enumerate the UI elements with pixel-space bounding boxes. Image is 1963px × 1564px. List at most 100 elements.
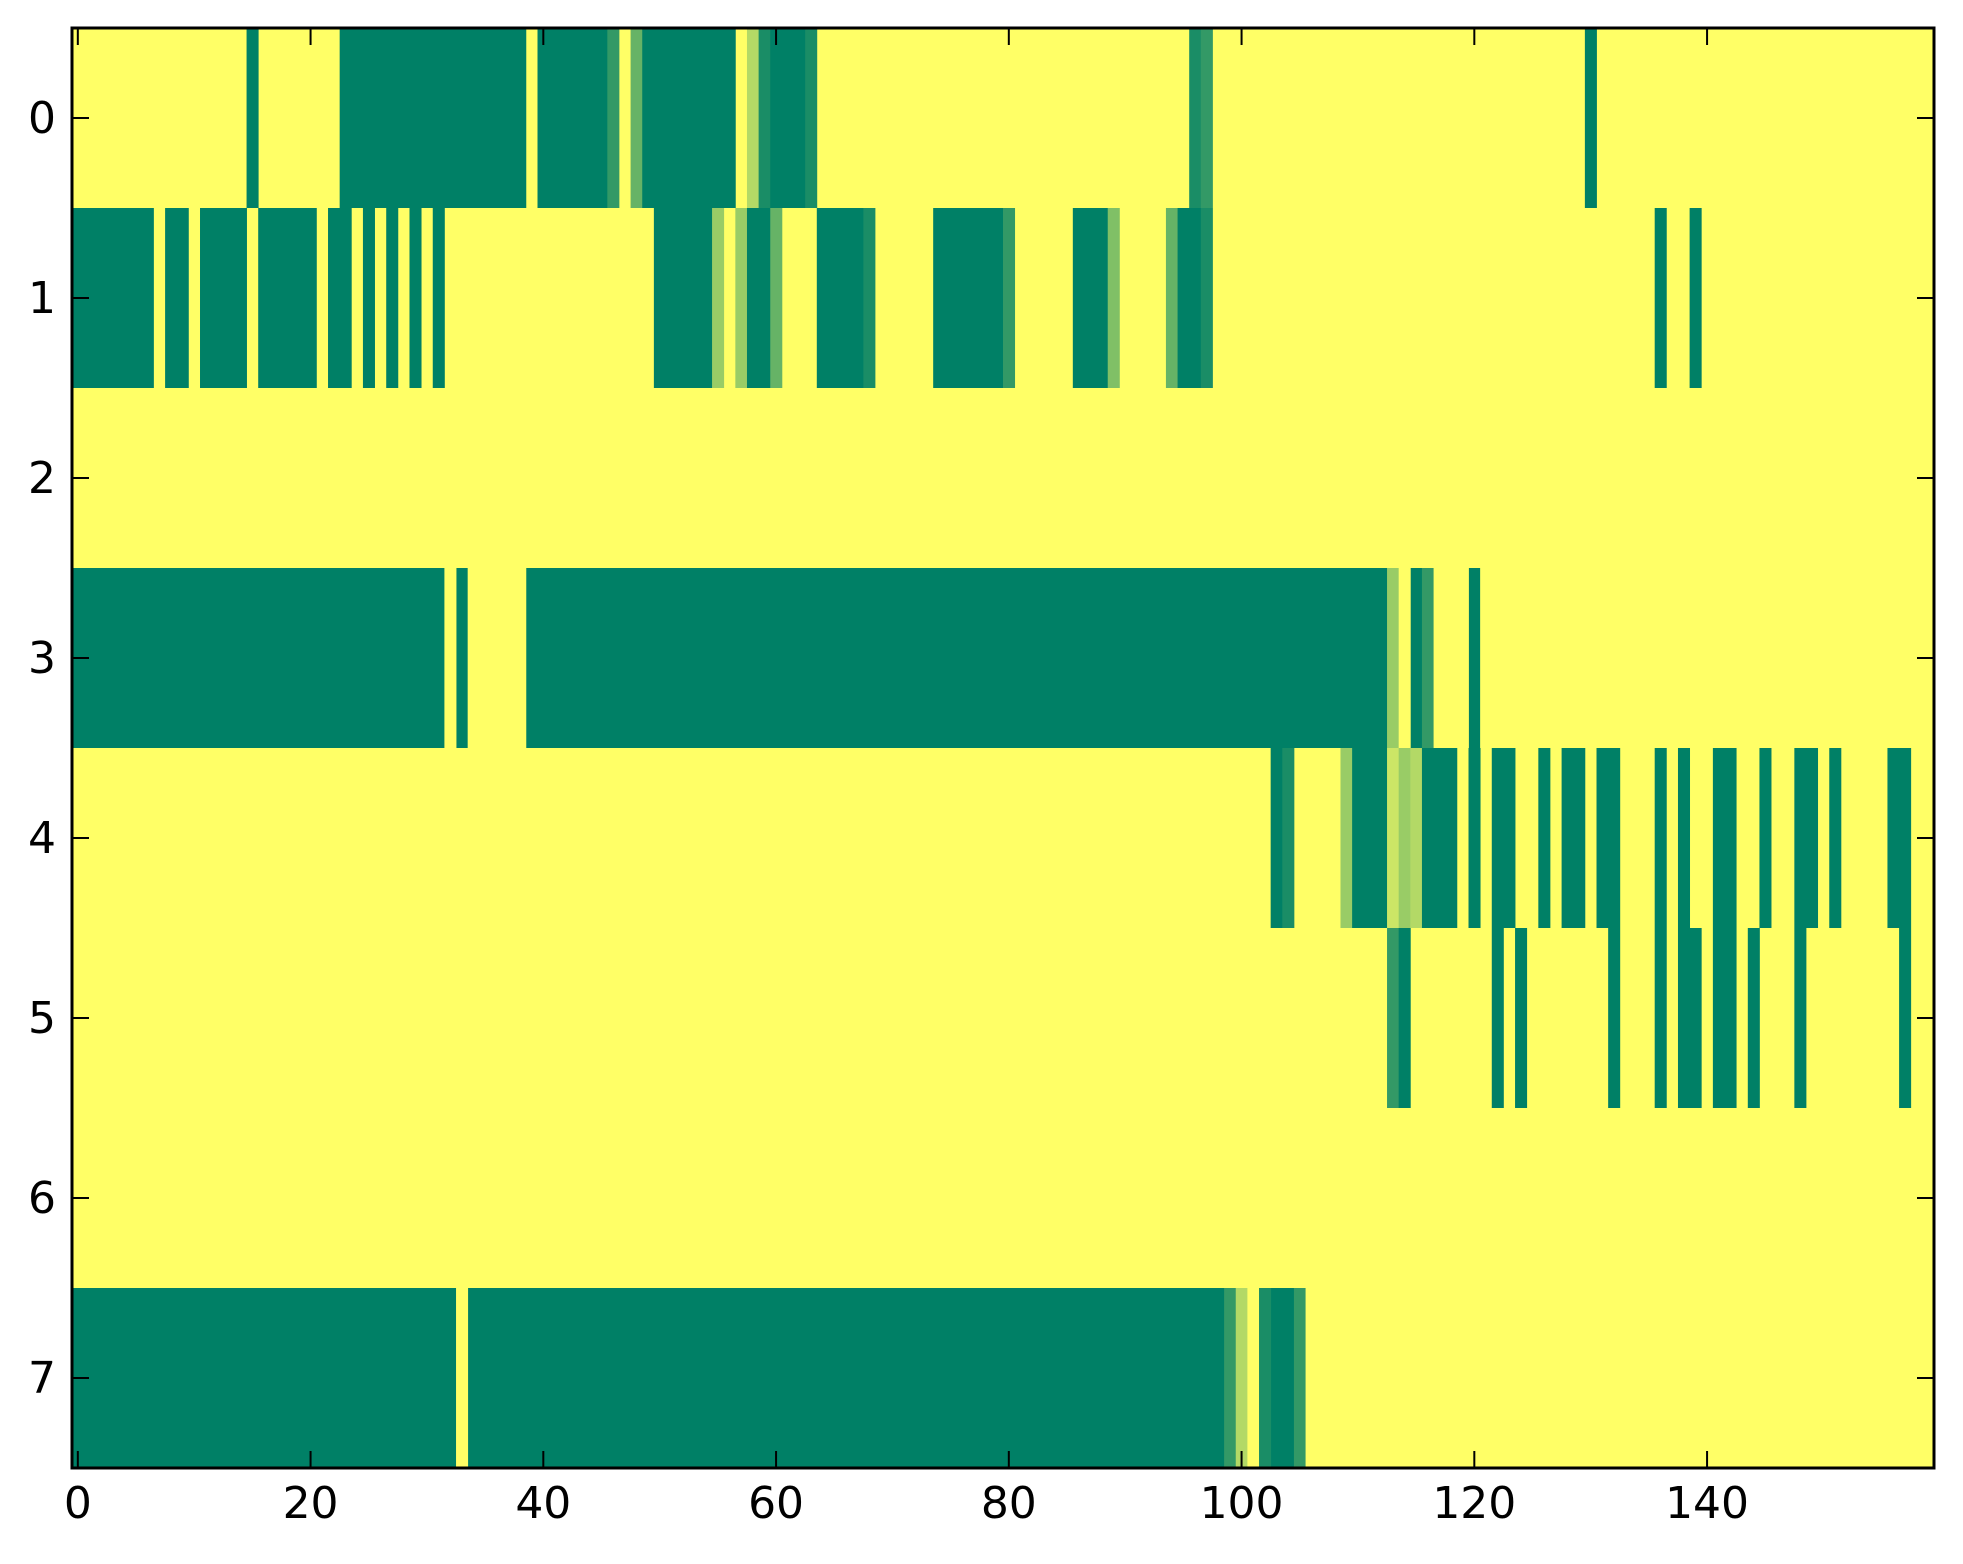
heatmap-cell [1491,928,1504,1108]
heatmap-cell [1433,568,1469,748]
heatmap-cell [1398,568,1411,748]
heatmap-cell [1107,208,1120,388]
heatmap-row-6 [72,1108,1934,1288]
heatmap-cell [1352,748,1388,928]
heatmap-cell [165,208,189,388]
heatmap-cell [1887,748,1912,928]
x-tick-label: 100 [1200,1478,1284,1529]
y-tick-label: 6 [28,1173,56,1224]
heatmap-cell [1689,208,1702,388]
heatmap-cell [1584,28,1597,208]
heatmap-cell [712,208,725,388]
heatmap-cell [653,208,713,388]
heatmap-cell [1305,1288,1935,1468]
y-tick-label: 5 [28,993,56,1044]
heatmap-cell [467,568,527,748]
heatmap-cell [1398,748,1411,928]
x-tick-label: 20 [283,1478,339,1529]
heatmap-cell [1387,748,1400,928]
heatmap-cell [746,208,771,388]
heatmap-cell [1003,208,1016,388]
heatmap-cell [746,28,760,208]
heatmap-cell [1794,748,1819,928]
heatmap-cell [1561,748,1586,928]
heatmap-cell [409,208,422,388]
heatmap-cell [1677,928,1702,1108]
heatmap-row-2 [72,388,1934,568]
heatmap-cell [1654,208,1667,388]
heatmap-cell [1177,208,1202,388]
heatmap-cell [362,208,375,388]
heatmap-cell [1398,928,1411,1108]
heatmap-cell [1747,928,1760,1108]
heatmap-cell [1480,568,1935,748]
heatmap-cell [1200,208,1213,388]
heatmap-cell [1259,1288,1272,1468]
heatmap-cell [1829,748,1842,928]
heatmap-cell [1421,568,1434,748]
heatmap-cell [1387,568,1400,748]
heatmap-cell [432,208,445,388]
heatmap-cell [607,28,620,208]
heatmap-cell [735,208,748,388]
heatmap-cell [1200,28,1213,208]
heatmap-cell [1282,748,1295,928]
heatmap-cell [1247,1288,1260,1468]
heatmap-cell [1072,208,1109,388]
x-axis-tick-labels: 0 20 40 60 80 100 120 140 [64,1478,1749,1529]
heatmap-cell [933,208,1004,388]
heatmap-cell [642,28,736,208]
heatmap-cell [1608,928,1621,1108]
heatmap-cell [1293,1288,1306,1468]
heatmap-cell [1421,748,1458,928]
heatmap-cell [328,208,352,388]
heatmap-cell [1794,928,1807,1108]
y-tick-label: 3 [28,633,56,684]
heatmap-cell [1712,748,1737,928]
heatmap-cell [816,208,864,388]
heatmap-cell [444,568,457,748]
heatmap-cell [1515,928,1528,1108]
heatmap-cell [770,208,783,388]
x-tick-label: 80 [981,1478,1037,1529]
heatmap-cell [863,208,876,388]
heatmap-cell [537,28,608,208]
y-tick-label: 1 [28,273,56,324]
heatmap-cell [1654,748,1667,928]
heatmap-cells [72,28,1935,1468]
heatmap-cell [1538,748,1551,928]
x-tick-label: 120 [1432,1478,1516,1529]
heatmap-cell [770,28,806,208]
heatmap-cell [1235,1288,1248,1468]
y-tick-label: 2 [28,453,56,504]
heatmap-cell [1387,928,1400,1108]
heatmap-cell [1712,928,1737,1108]
heatmap-cell [200,208,247,388]
heatmap-cell [1189,28,1202,208]
x-tick-label: 40 [515,1478,571,1529]
heatmap-cell [630,28,643,208]
heatmap-cell [246,28,259,208]
y-tick-label: 4 [28,813,56,864]
y-tick-label: 0 [28,93,56,144]
heatmap-cell [758,28,771,208]
axis-ticks [72,28,1934,1468]
heatmap-cell [339,28,527,208]
heatmap-cell [1899,928,1912,1108]
heatmap-row-4 [72,748,1934,928]
x-tick-label: 60 [748,1478,804,1529]
heatmap-cell [1270,748,1283,928]
x-tick-label: 140 [1665,1478,1749,1529]
heatmap-cell [1165,208,1178,388]
heatmap-cell [1677,748,1691,928]
heatmap-cell [1468,748,1481,928]
heatmap-cell [1491,748,1516,928]
x-tick-label: 0 [64,1478,92,1529]
heatmap-cell [258,208,317,388]
heatmap-cell [1596,748,1621,928]
heatmap-cell [805,28,818,208]
plot-frame [70,26,1936,1470]
heatmap-cell [1759,748,1772,928]
y-tick-label: 7 [28,1353,56,1404]
